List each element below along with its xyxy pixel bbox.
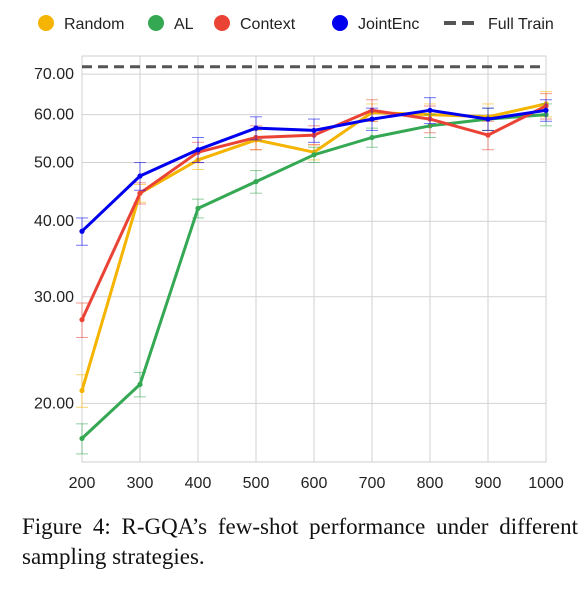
- legend-marker-random: [38, 15, 54, 31]
- y-tick-label: 30.00: [34, 289, 74, 306]
- legend-label-context: Context: [240, 16, 296, 33]
- al-point: [253, 179, 259, 185]
- context-point: [485, 132, 491, 138]
- x-tick-label: 1000: [528, 475, 564, 492]
- jointenc-point: [137, 173, 143, 179]
- jointenc-point: [427, 107, 433, 113]
- legend-marker-context: [214, 15, 230, 31]
- x-tick-label: 900: [475, 475, 502, 492]
- x-tick-label: 500: [243, 475, 270, 492]
- al-point: [79, 435, 85, 442]
- context-point: [79, 317, 85, 323]
- legend-marker-al: [148, 15, 164, 31]
- series-group: [76, 91, 552, 455]
- jointenc-point: [253, 125, 259, 131]
- y-tick-label: 70.00: [34, 66, 74, 83]
- legend-item-al: AL: [148, 15, 194, 33]
- series-jointenc: [76, 97, 552, 246]
- y-tick-label: 50.00: [34, 155, 74, 172]
- random-point: [79, 387, 85, 394]
- legend-item-context: Context: [214, 15, 296, 33]
- legend-marker-jointenc: [332, 15, 348, 31]
- x-tick-label: 600: [301, 475, 328, 492]
- legend-label-jointenc: JointEnc: [358, 16, 419, 33]
- jointenc-point: [485, 116, 491, 122]
- legend-label-full-train: Full Train: [488, 16, 554, 33]
- y-tick-label: 40.00: [34, 213, 74, 230]
- y-tick-label: 60.00: [34, 107, 74, 124]
- legend-item-jointenc: JointEnc: [332, 15, 419, 33]
- legend-item-random: Random: [38, 15, 124, 33]
- legend-label-al: AL: [174, 16, 194, 33]
- legend-item-full-train: Full Train: [444, 16, 554, 33]
- jointenc-point: [195, 147, 201, 153]
- x-tick-label: 700: [359, 475, 386, 492]
- jointenc-point: [543, 107, 549, 113]
- x-tick-label: 300: [127, 475, 154, 492]
- x-tick-label: 800: [417, 475, 444, 492]
- jointenc-point: [369, 116, 375, 122]
- chart: Random AL Context JointEnc Full Train 20.00 3…: [34, 15, 564, 492]
- x-tick-label: 400: [185, 475, 212, 492]
- al-point: [369, 134, 375, 141]
- legend-label-random: Random: [64, 16, 124, 33]
- al-point: [137, 381, 143, 387]
- jointenc-point: [79, 228, 85, 234]
- jointenc-point: [311, 127, 317, 134]
- y-tick-label: 20.00: [34, 395, 74, 412]
- context-point: [137, 190, 143, 196]
- x-tick-label: 200: [69, 475, 96, 492]
- al-point: [195, 205, 201, 211]
- al-point: [311, 152, 317, 158]
- legend: Random AL Context JointEnc Full Train: [38, 15, 554, 33]
- y-axis: 20.00 30.00 40.00 50.00 60.00 70.00: [34, 66, 74, 412]
- figure-caption: Figure 4: R-GQA’s few-shot performance u…: [22, 514, 578, 569]
- x-axis: 200 300 400 500 600 700 800 900 1000: [69, 475, 564, 492]
